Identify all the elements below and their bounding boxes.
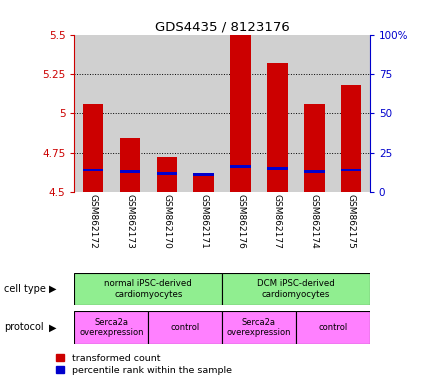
Bar — [304, 170, 325, 173]
Text: cell type: cell type — [4, 284, 46, 294]
Text: GSM862173: GSM862173 — [125, 194, 134, 248]
Bar — [267, 63, 288, 192]
Text: DCM iPSC-derived
cardiomyocytes: DCM iPSC-derived cardiomyocytes — [257, 279, 335, 299]
Bar — [333, 35, 370, 192]
Text: GSM862177: GSM862177 — [273, 194, 282, 248]
Bar — [267, 167, 288, 170]
Bar — [148, 35, 185, 192]
Bar — [230, 166, 251, 168]
Text: GSM862176: GSM862176 — [236, 194, 245, 248]
Bar — [304, 104, 325, 192]
Bar — [83, 169, 103, 171]
Text: GSM862170: GSM862170 — [162, 194, 171, 248]
Text: control: control — [170, 323, 200, 332]
Text: protocol: protocol — [4, 322, 44, 333]
Bar — [185, 35, 222, 192]
Bar — [74, 35, 111, 192]
Bar — [119, 170, 140, 173]
Title: GDS4435 / 8123176: GDS4435 / 8123176 — [155, 20, 289, 33]
Bar — [341, 169, 361, 171]
Bar — [296, 35, 333, 192]
Bar — [193, 173, 214, 176]
Text: GSM862174: GSM862174 — [310, 194, 319, 248]
Text: control: control — [318, 323, 348, 332]
Bar — [156, 172, 177, 174]
Text: GSM862175: GSM862175 — [347, 194, 356, 248]
Bar — [83, 104, 103, 192]
Bar — [222, 35, 259, 192]
Bar — [74, 311, 148, 344]
Legend: transformed count, percentile rank within the sample: transformed count, percentile rank withi… — [56, 354, 232, 375]
Text: Serca2a
overexpression: Serca2a overexpression — [79, 318, 144, 337]
Bar — [148, 311, 222, 344]
Bar — [193, 173, 214, 192]
Text: GSM862172: GSM862172 — [88, 194, 97, 248]
Text: ▶: ▶ — [49, 322, 57, 333]
Bar — [222, 273, 370, 305]
Bar — [111, 35, 148, 192]
Text: ▶: ▶ — [49, 284, 57, 294]
Bar — [74, 273, 222, 305]
Text: normal iPSC-derived
cardiomyocytes: normal iPSC-derived cardiomyocytes — [105, 279, 192, 299]
Bar — [222, 311, 296, 344]
Bar — [119, 139, 140, 192]
Bar — [259, 35, 296, 192]
Bar — [230, 35, 251, 192]
Bar — [296, 311, 370, 344]
Bar — [156, 157, 177, 192]
Text: Serca2a
overexpression: Serca2a overexpression — [227, 318, 291, 337]
Text: GSM862171: GSM862171 — [199, 194, 208, 248]
Bar — [341, 85, 361, 192]
